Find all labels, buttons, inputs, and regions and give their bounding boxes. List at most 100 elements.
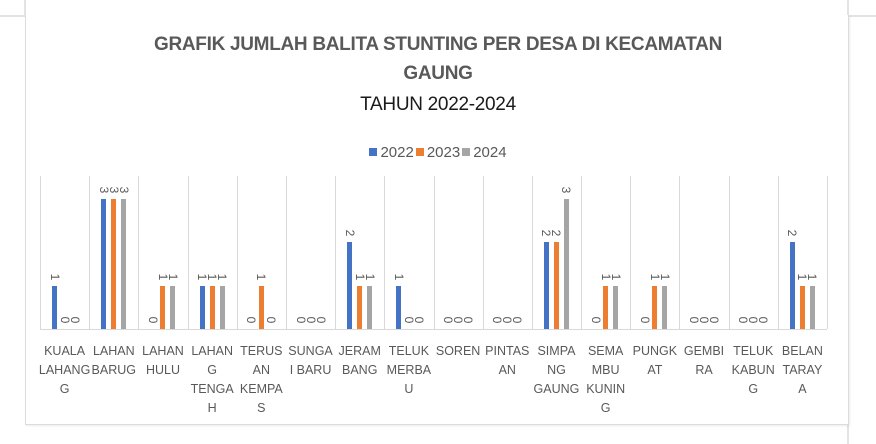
category-label-line: AN — [498, 363, 516, 377]
bar-2023[interactable] — [603, 285, 609, 329]
bar-2024[interactable] — [809, 285, 815, 329]
category-gridline — [729, 176, 730, 329]
bar-data-label: 1 — [805, 273, 820, 281]
bar-2023[interactable] — [799, 285, 805, 329]
bar-data-label: 3 — [559, 186, 574, 194]
category-label-line: LAHAN — [142, 344, 184, 358]
category-label-line: A — [798, 382, 807, 396]
category-label-line: GEMBI — [683, 344, 725, 358]
bar-data-label: 1 — [254, 273, 269, 281]
bar-2023[interactable] — [209, 285, 215, 329]
category-label: LAHAN HULU — [137, 342, 189, 380]
category-label-line: BELAN — [781, 344, 823, 358]
category-gridline — [89, 176, 90, 329]
category-label: TELUK MERBA U — [383, 342, 435, 399]
category-gridline — [286, 176, 287, 329]
category-label: SIMPA NG GAUNG — [530, 342, 582, 399]
bar-2022[interactable] — [396, 285, 402, 329]
legend-label: 2022 — [380, 144, 414, 161]
category-label-line: KABUN — [731, 363, 775, 377]
category-gridline — [434, 176, 435, 329]
bar-2022[interactable] — [543, 242, 549, 329]
legend-item-2023[interactable]: 2023 — [415, 144, 460, 161]
bar-data-label: 2 — [342, 230, 357, 237]
category-label-line: AT — [647, 363, 663, 377]
category-label-line: TENGA — [190, 382, 234, 396]
bar-2022[interactable] — [347, 242, 353, 329]
category-label-line: TELUK — [733, 344, 774, 358]
legend-item-2022[interactable]: 2022 — [369, 144, 414, 161]
frame-left-line — [24, 0, 26, 15]
category-label-line: TARAY — [782, 363, 823, 377]
category-label-line: HULU — [145, 363, 180, 377]
bar-data-label: 1 — [391, 273, 406, 281]
category-label: BELAN TARAY A — [776, 342, 828, 399]
bar-data-label: 0 — [588, 316, 603, 324]
bar-2023[interactable] — [258, 285, 264, 329]
bar-data-label: 0 — [461, 316, 476, 324]
bar-data-label: 2 — [549, 230, 564, 237]
bar-2024[interactable] — [563, 199, 569, 329]
category-label-line: RA — [695, 363, 713, 377]
legend-swatch-icon — [415, 148, 424, 156]
category-label-line: NG — [547, 363, 566, 377]
category-label-line: G — [600, 401, 611, 415]
category-label-line: KEMPA — [239, 382, 283, 396]
category-label-line: G — [207, 363, 218, 377]
category-label-line: MBU — [591, 363, 620, 377]
category-gridline — [483, 176, 484, 329]
bar-2023[interactable] — [553, 242, 559, 329]
category-gridline — [335, 176, 336, 329]
bar-2024[interactable] — [170, 285, 176, 329]
category-label-line: U — [404, 382, 414, 396]
category-label-line: GAUNG — [533, 382, 580, 396]
chart-area[interactable] — [25, 15, 849, 425]
category-label: TERUS AN KEMPA S — [235, 342, 287, 418]
category-label-line: SUNGA — [288, 344, 333, 358]
bar-2023[interactable] — [357, 285, 363, 329]
bar-data-label: 0 — [313, 316, 328, 324]
legend-swatch-icon — [462, 148, 471, 156]
bar-2022[interactable] — [789, 242, 795, 329]
bar-2024[interactable] — [219, 285, 225, 329]
category-label-line: S — [257, 401, 266, 415]
legend-item-2024[interactable]: 2024 — [462, 144, 507, 161]
bar-data-label: 3 — [116, 186, 131, 194]
bar-2024[interactable] — [613, 285, 619, 329]
category-label-line: AN — [252, 363, 271, 377]
bar-data-label: 0 — [411, 316, 426, 324]
category-label: TELUK KABUN G — [727, 342, 779, 399]
bar-data-label: 1 — [47, 273, 62, 281]
bar-2022[interactable] — [199, 285, 205, 329]
category-gridline — [778, 176, 779, 329]
bar-2024[interactable] — [367, 285, 373, 329]
category-label-line: LAHAN — [191, 344, 233, 358]
bar-data-label: 0 — [510, 316, 525, 324]
bar-2022[interactable] — [101, 199, 107, 329]
bar-data-label: 0 — [637, 316, 652, 324]
chart-legend[interactable]: 2022 2023 2024 — [0, 144, 876, 161]
category-label-line: SOREN — [435, 344, 481, 358]
category-label: LAHAN BARUG — [88, 342, 140, 380]
category-label-line: KUALA — [44, 344, 86, 358]
category-gridline — [384, 176, 385, 329]
category-label-line: PUNGK — [632, 344, 678, 358]
bar-data-label: 0 — [707, 316, 722, 324]
category-label: SOREN — [432, 342, 484, 361]
bar-data-label: 0 — [67, 316, 82, 324]
category-label: JERAM BANG — [334, 342, 386, 380]
category-label-line: SIMPA — [537, 344, 576, 358]
bar-2024[interactable] — [662, 285, 668, 329]
category-label-line: G — [59, 382, 70, 396]
category-label: PINTAS AN — [481, 342, 533, 380]
bar-2023[interactable] — [652, 285, 658, 329]
bar-2024[interactable] — [121, 199, 127, 329]
chart-title-line1: GRAFIK JUMLAH BALITA STUNTING PER DESA D… — [153, 34, 723, 55]
bar-data-label: 0 — [244, 316, 259, 324]
category-label-line: SEMA — [587, 344, 624, 358]
bar-2023[interactable] — [160, 285, 166, 329]
bar-data-label: 2 — [785, 230, 800, 237]
bar-2022[interactable] — [52, 285, 58, 329]
bar-data-label: 0 — [145, 316, 160, 324]
bar-2023[interactable] — [111, 199, 117, 329]
